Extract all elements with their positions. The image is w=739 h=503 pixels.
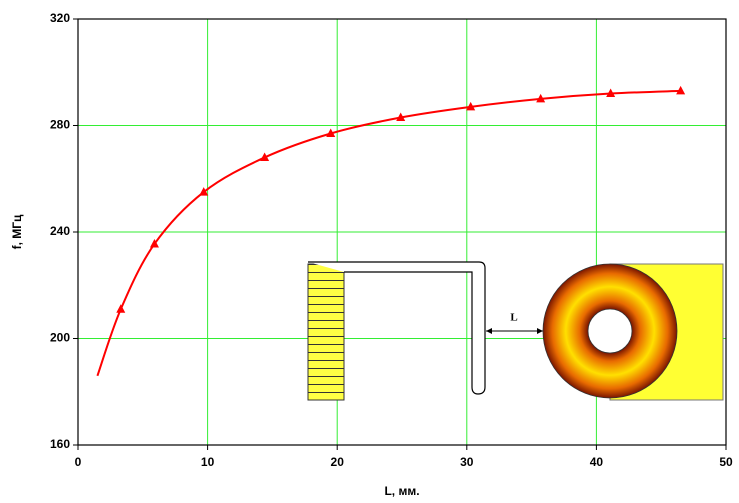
x-tick-label: 40 bbox=[590, 455, 604, 469]
y-tick-label: 200 bbox=[50, 331, 70, 345]
x-tick-label: 0 bbox=[75, 455, 82, 469]
x-tick-label: 20 bbox=[331, 455, 345, 469]
y-tick-label: 280 bbox=[50, 118, 70, 132]
y-tick-label: 160 bbox=[50, 437, 70, 451]
hatched-block bbox=[308, 264, 344, 400]
data-marker bbox=[116, 304, 125, 313]
torus-hole bbox=[588, 309, 632, 353]
chart: L, мм. f, МГц 0 10 20 30 40 50 160 200 240 280 320… bbox=[0, 0, 739, 503]
x-tick-label: 30 bbox=[460, 455, 474, 469]
data-marker bbox=[199, 187, 208, 196]
x-tick-label: 50 bbox=[719, 455, 733, 469]
x-axis-label: L, мм. bbox=[384, 484, 419, 498]
y-tick-label: 240 bbox=[50, 224, 70, 238]
x-tick-label: 10 bbox=[201, 455, 215, 469]
y-tick-label: 320 bbox=[50, 11, 70, 25]
inset-diagram: L bbox=[308, 262, 723, 400]
inset-label: L bbox=[510, 312, 517, 324]
y-axis-label: f, МГц bbox=[10, 214, 24, 249]
